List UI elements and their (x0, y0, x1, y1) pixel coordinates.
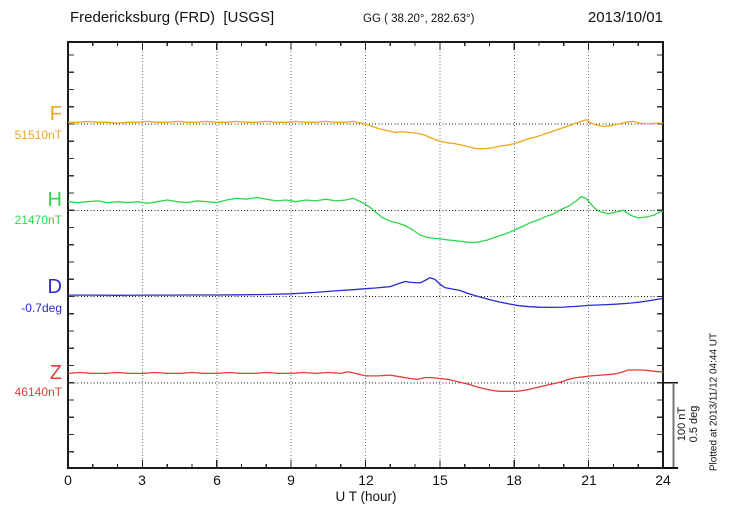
x-tick-12: 12 (358, 472, 374, 488)
x-tick-15: 15 (432, 472, 448, 488)
trace-label-Z: Z (49, 362, 62, 384)
x-tick-21: 21 (581, 472, 597, 488)
station-title: Fredericksburg (FRD) [USGS] (70, 9, 275, 26)
trace-value-H: 21470nT (14, 213, 62, 227)
trace-F (68, 119, 663, 150)
trace-H (67, 195, 664, 244)
trace-Z (67, 369, 663, 392)
trace-label-H: H (47, 189, 62, 211)
x-tick-9: 9 (287, 472, 295, 488)
x-tick-18: 18 (506, 472, 522, 488)
trace-value-F: 51510nT (14, 128, 62, 142)
trace-D (68, 277, 664, 309)
scale-bar-label: 100 nT 0.5 deg (676, 406, 700, 443)
scale-bar-deg: 0.5 deg (688, 405, 700, 443)
trace-label-F: F (49, 103, 62, 125)
plot-date: 2013/10/01 (587, 9, 663, 26)
x-tick-24: 24 (655, 472, 671, 488)
trace-value-Z: 46140nT (14, 385, 62, 399)
x-tick-0: 0 (64, 472, 72, 488)
geographic-coordinates: GG ( 38.20°, 282.63°) (363, 13, 475, 25)
trace-label-D: D (47, 276, 62, 298)
plotted-at-timestamp: Plotted at 2013/11/12 04:44 UT (708, 332, 720, 472)
scale-bar-nt: 100 nT (676, 406, 688, 442)
trace-value-D: -0.7deg (21, 301, 62, 315)
x-axis-label: U T (hour) (335, 489, 397, 504)
x-tick-3: 3 (138, 472, 146, 488)
x-tick-6: 6 (213, 472, 221, 488)
